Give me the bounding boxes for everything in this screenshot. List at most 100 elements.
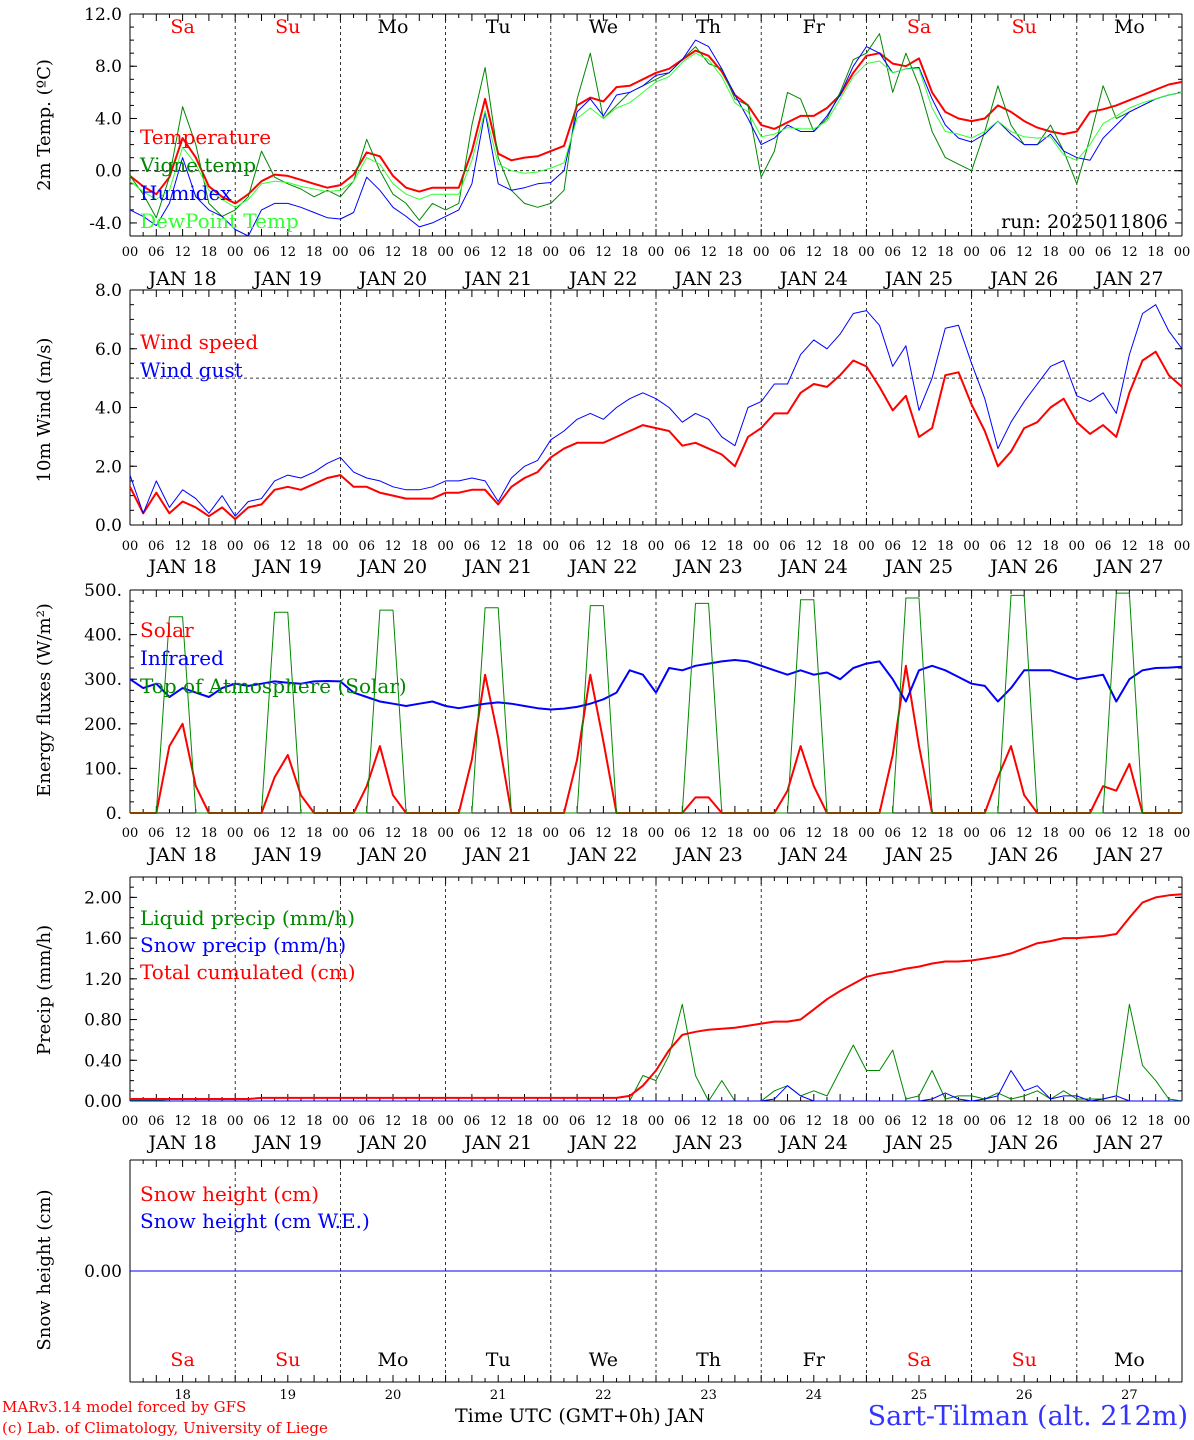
hour-tick-label: 00 [858, 1114, 875, 1129]
date-label: JAN 27 [1093, 844, 1163, 866]
hour-tick-label: 00 [437, 245, 454, 260]
hour-tick-label: 12 [1121, 245, 1138, 260]
hour-tick-label: 18 [411, 539, 428, 554]
weekday-label-bottom: Th [696, 1349, 721, 1371]
hour-tick-label: 12 [806, 826, 823, 841]
hour-tick-label: 06 [569, 245, 586, 260]
hour-tick-label: 00 [1069, 245, 1086, 260]
date-label: JAN 21 [462, 268, 532, 290]
hour-tick-label: 12 [806, 1114, 823, 1129]
weekday-label-bottom: Sa [170, 1349, 194, 1371]
hour-tick-label: 18 [1042, 245, 1059, 260]
hour-tick-label: 00 [437, 539, 454, 554]
hour-tick-label: 18 [832, 1114, 849, 1129]
hour-tick-label: 00 [227, 826, 244, 841]
y-tick-label: 400. [84, 626, 122, 646]
legend-entry: Wind gust [140, 358, 243, 382]
hour-tick-label: 18 [411, 826, 428, 841]
hour-tick-label: 06 [990, 826, 1007, 841]
hour-tick-label: 18 [937, 1114, 954, 1129]
y-axis-title: 2m Temp. (ºC) [34, 59, 55, 191]
hour-tick-label: 00 [648, 1114, 665, 1129]
weekday-label-bottom: Su [275, 1349, 300, 1371]
hour-tick-label: 18 [621, 539, 638, 554]
legend-entry: Temperature [140, 125, 271, 149]
hour-tick-label: 12 [1016, 1114, 1033, 1129]
weekday-label-top: Fr [803, 16, 826, 38]
date-label: JAN 21 [462, 844, 532, 866]
hour-tick-label: 00 [648, 245, 665, 260]
hour-tick-label: 06 [674, 245, 691, 260]
hour-tick-label: 00 [1174, 245, 1191, 260]
date-label: JAN 20 [357, 844, 427, 866]
y-axis-title: Snow height (cm) [34, 1189, 55, 1350]
y-tick-label: 12.0 [84, 5, 122, 25]
series-line-temperature [129, 49, 1183, 205]
hour-tick-label: 00 [1174, 826, 1191, 841]
hour-tick-label: 18 [727, 1114, 744, 1129]
time-axis-label: Time UTC (GMT+0h) JAN [455, 1405, 705, 1427]
legend-entry: Wind speed [140, 330, 258, 354]
hour-tick-label: 06 [148, 245, 165, 260]
hour-tick-label: 12 [280, 826, 297, 841]
hour-tick-label: 00 [543, 1114, 560, 1129]
day-number-label: 26 [1016, 1388, 1033, 1403]
hour-tick-label: 00 [963, 826, 980, 841]
hour-tick-label: 00 [227, 245, 244, 260]
legend-entry: Vigne temp [139, 153, 256, 177]
y-tick-label: 2.00 [84, 888, 122, 908]
hour-tick-label: 12 [595, 826, 612, 841]
hour-tick-label: 00 [858, 826, 875, 841]
hour-tick-label: 12 [1016, 539, 1033, 554]
date-label: JAN 23 [673, 1132, 743, 1154]
hour-tick-label: 00 [753, 245, 770, 260]
day-number-label: 27 [1121, 1388, 1138, 1403]
hour-tick-label: 18 [727, 826, 744, 841]
hour-tick-label: 18 [1147, 245, 1164, 260]
hour-tick-label: 06 [358, 245, 375, 260]
weekday-label-bottom: Mo [1114, 1349, 1145, 1371]
hour-tick-label: 00 [122, 826, 139, 841]
legend-entry: Solar [140, 618, 194, 642]
y-tick-label: -4.0 [89, 214, 122, 234]
hour-tick-label: 18 [306, 1114, 323, 1129]
model-credit: MARv3.14 model forced by GFS [2, 1398, 247, 1416]
date-label: JAN 18 [147, 268, 217, 290]
weekday-label-bottom: Mo [378, 1349, 409, 1371]
date-label: JAN 19 [252, 844, 322, 866]
hour-tick-label: 12 [490, 1114, 507, 1129]
y-tick-label: 4.0 [95, 109, 122, 129]
series-line-wind-gust [129, 304, 1183, 517]
date-label: JAN 27 [1093, 1132, 1163, 1154]
hour-tick-label: 18 [1147, 826, 1164, 841]
weekday-label-top: Th [696, 16, 721, 38]
weekday-label-top: Su [275, 16, 300, 38]
date-label: JAN 24 [778, 556, 848, 578]
date-label: JAN 24 [778, 1132, 848, 1154]
date-label: JAN 27 [1093, 268, 1163, 290]
hour-tick-label: 12 [174, 826, 191, 841]
hour-tick-label: 00 [122, 1114, 139, 1129]
weekday-label-top: Mo [1114, 16, 1145, 38]
hour-tick-label: 06 [464, 539, 481, 554]
hour-tick-label: 18 [201, 826, 218, 841]
hour-tick-label: 18 [306, 826, 323, 841]
date-label: JAN 26 [988, 844, 1058, 866]
y-tick-label: 500. [84, 581, 122, 601]
hour-tick-label: 06 [674, 826, 691, 841]
hour-tick-label: 06 [253, 1114, 270, 1129]
date-label: JAN 18 [147, 1132, 217, 1154]
hour-tick-label: 00 [1174, 1114, 1191, 1129]
hour-tick-label: 06 [1095, 826, 1112, 841]
hour-tick-label: 18 [832, 245, 849, 260]
hour-tick-label: 00 [332, 539, 349, 554]
hour-tick-label: 18 [306, 245, 323, 260]
series-line-vigne-temp [129, 33, 1183, 221]
hour-tick-label: 00 [753, 539, 770, 554]
weekday-label-top: Mo [378, 16, 409, 38]
hour-tick-label: 06 [884, 539, 901, 554]
date-label: JAN 26 [988, 556, 1058, 578]
series-line-humidex [129, 39, 1183, 237]
date-label: JAN 21 [462, 1132, 532, 1154]
